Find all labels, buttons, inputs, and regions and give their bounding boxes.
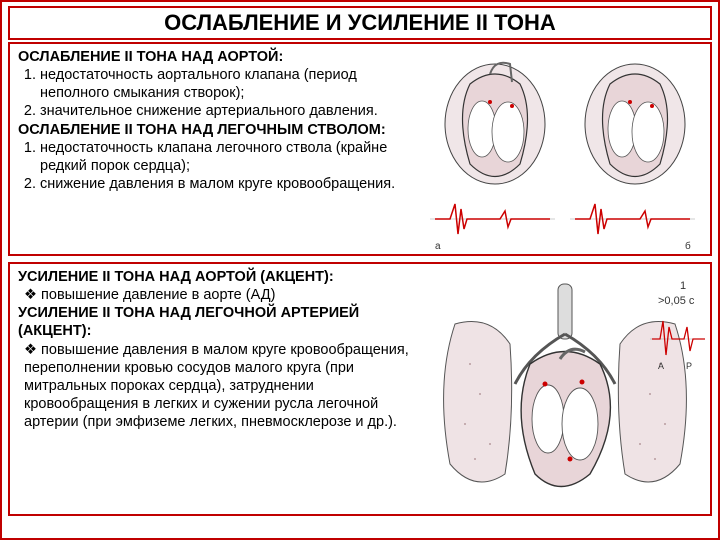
list-pulm-weak: недостаточность клапана легочного ствола… bbox=[18, 139, 412, 193]
svg-text:A: A bbox=[658, 361, 664, 371]
diagram-weakening: а б bbox=[420, 44, 710, 254]
heading-aorta-weak: ОСЛАБЛЕНИЕ II ТОНА НАД АОРТОЙ: bbox=[18, 49, 283, 65]
svg-text:1: 1 bbox=[680, 280, 686, 292]
heading-pulm-weak: ОСЛАБЛЕНИЕ II ТОНА НАД ЛЕГОЧНЫМ СТВОЛОМ: bbox=[18, 122, 386, 138]
item: снижение давления в малом круге кровообр… bbox=[40, 175, 412, 193]
svg-text:P: P bbox=[686, 361, 692, 371]
list-aorta-strong: повышение давление в аорте (АД) bbox=[18, 286, 412, 304]
diagram-strengthening: >0,05 с A P 1 bbox=[420, 264, 710, 514]
item: недостаточность клапана легочного ствола… bbox=[40, 139, 412, 175]
item: повышение давление в аорте (АД) bbox=[24, 286, 412, 304]
item: повышение давления в малом круге кровооб… bbox=[24, 341, 412, 432]
text-weakening: ОСЛАБЛЕНИЕ II ТОНА НАД АОРТОЙ: недостато… bbox=[10, 44, 420, 254]
item: недостаточность аортального клапана (пер… bbox=[40, 66, 412, 102]
heading-aorta-strong: УСИЛЕНИЕ II ТОНА НАД АОРТОЙ (АКЦЕНТ): bbox=[18, 269, 334, 285]
page-title: ОСЛАБЛЕНИЕ И УСИЛЕНИЕ II ТОНА bbox=[10, 10, 710, 36]
item: значительное снижение артериального давл… bbox=[40, 102, 412, 120]
block-weakening: ОСЛАБЛЕНИЕ II ТОНА НАД АОРТОЙ: недостато… bbox=[8, 42, 712, 256]
text-strengthening: УСИЛЕНИЕ II ТОНА НАД АОРТОЙ (АКЦЕНТ): по… bbox=[10, 264, 420, 514]
content: ОСЛАБЛЕНИЕ II ТОНА НАД АОРТОЙ: недостато… bbox=[2, 42, 718, 522]
heart-lungs-diagram: >0,05 с A P 1 bbox=[420, 264, 710, 514]
heading-pulm-strong: УСИЛЕНИЕ II ТОНА НАД ЛЕГОЧНОЙ АРТЕРИЕЙ (… bbox=[18, 305, 359, 339]
svg-text:б: б bbox=[685, 240, 691, 252]
block-strengthening: УСИЛЕНИЕ II ТОНА НАД АОРТОЙ (АКЦЕНТ): по… bbox=[8, 262, 712, 516]
timing-label: >0,05 с bbox=[658, 295, 695, 307]
list-aorta-weak: недостаточность аортального клапана (пер… bbox=[18, 66, 412, 120]
title-box: ОСЛАБЛЕНИЕ И УСИЛЕНИЕ II ТОНА bbox=[8, 6, 712, 40]
svg-text:а: а bbox=[435, 241, 441, 252]
list-pulm-strong: повышение давления в малом круге кровооб… bbox=[18, 341, 412, 432]
heart-diagram-1: а б bbox=[420, 44, 710, 254]
